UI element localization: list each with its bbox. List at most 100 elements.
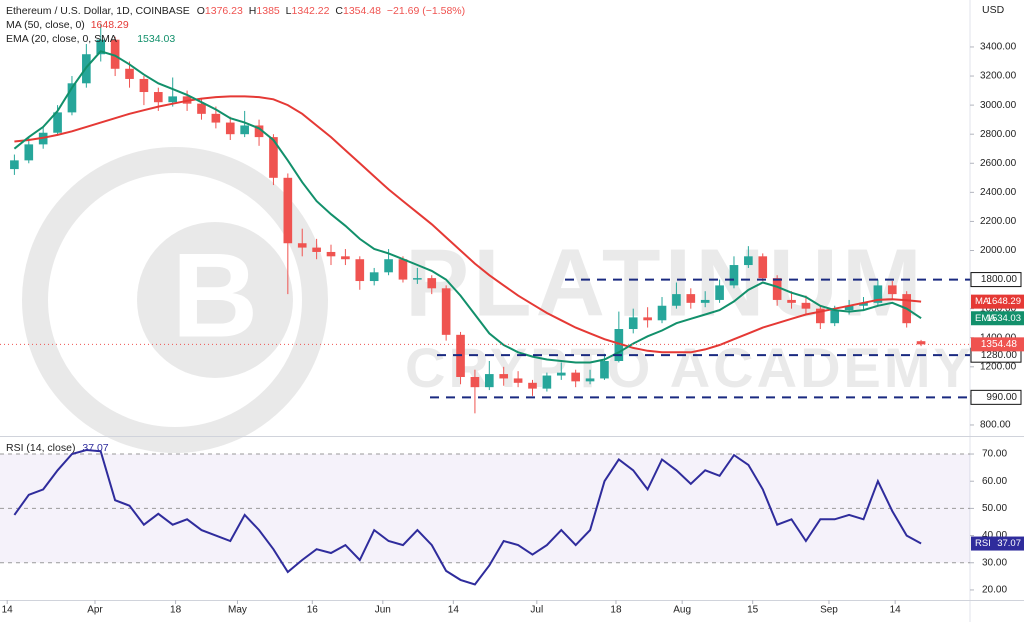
ohlc-letter: L (286, 5, 292, 17)
candle-body (715, 285, 724, 300)
candle-body (312, 247, 321, 252)
candle-body (556, 372, 566, 376)
candle-body (513, 378, 523, 383)
candle-body (470, 376, 480, 388)
ohlc-value: 1385 (256, 5, 280, 17)
candle-body (887, 285, 897, 295)
candle-body (787, 299, 796, 303)
x-tick-label: 16 (307, 605, 319, 616)
watermark-subtitle: CRYPTO ACADEMY (405, 336, 974, 399)
indicator-box-name: MA (975, 296, 990, 307)
y-tick-label: 30.00 (982, 557, 1007, 568)
candle-body (139, 78, 149, 93)
candle-body (542, 375, 552, 389)
candle-body (427, 278, 437, 289)
candle-body (211, 113, 221, 123)
rsi-box-value: 37.07 (997, 538, 1021, 549)
x-tick-label: 15 (747, 605, 759, 616)
level-label: 990.00 (986, 392, 1017, 403)
x-tick-label: Sep (820, 605, 838, 616)
watermark-logo: B (22, 147, 328, 453)
candle-body (729, 265, 739, 286)
ohlc-value: 1342.22 (292, 5, 330, 17)
y-tick-label: 40.00 (982, 530, 1007, 541)
candle-body (816, 308, 825, 324)
candle-body (398, 259, 408, 280)
y-tick-label: 1600.00 (980, 303, 1017, 314)
symbol: Ethereum / U.S. Dollar, 1D, COINBASE (6, 5, 190, 17)
y-tick-label: 20.00 (982, 585, 1007, 596)
candle-body (801, 302, 811, 309)
rsi-line (13, 448, 922, 586)
candle-body (873, 285, 883, 303)
candle-body (499, 374, 509, 379)
level-box (970, 389, 1022, 405)
y-tick-label: 2000.00 (980, 245, 1017, 256)
rsi-box (971, 536, 1024, 551)
indicator-box (971, 311, 1024, 326)
logo-glyph: B (172, 229, 259, 363)
candle-body (369, 272, 379, 282)
x-tick-label: 18 (610, 605, 622, 616)
level-label: 1800.00 (981, 274, 1018, 285)
candle-body (283, 177, 293, 244)
ma-value: 1648.29 (91, 19, 129, 31)
x-tick-label: 14 (448, 605, 460, 616)
rsi-box-name: RSI (975, 538, 991, 549)
level-box (970, 272, 1022, 288)
indicator-box-name: EMA (975, 313, 996, 324)
y-tick-label: 70.00 (982, 449, 1007, 460)
x-tick-label: May (228, 605, 247, 616)
candle-body (844, 305, 854, 311)
y-tick-label: 1200.00 (980, 361, 1017, 372)
candle-body (758, 256, 768, 279)
candle-body (96, 39, 106, 55)
x-tick-label: 18 (170, 605, 182, 616)
level-label: 1280.00 (981, 350, 1018, 361)
rsi-legend: RSI (14, close) 37.07 (6, 442, 109, 454)
currency: USD (982, 4, 1005, 16)
ema-legend: EMA (20, close, 0, SMA 1534.03 (6, 33, 175, 45)
ohlc-letter: O (197, 5, 205, 17)
candle-body (686, 294, 696, 303)
indicator-line (13, 50, 922, 364)
candle-body (53, 112, 62, 133)
candle-body (225, 122, 235, 135)
y-tick-label: 2800.00 (980, 129, 1017, 140)
candle-body (24, 144, 34, 161)
candle-body (197, 103, 206, 114)
candle-body (830, 310, 840, 324)
candle-body (441, 288, 451, 335)
candle-body (657, 305, 667, 321)
indicator-box-value: 1648.29 (987, 296, 1021, 307)
candle-body (384, 259, 393, 273)
x-tick-label: 14 (890, 605, 902, 616)
y-tick-label: 2400.00 (980, 187, 1017, 198)
x-tick-label: Jul (530, 605, 543, 616)
candle-body (772, 278, 782, 300)
y-tick-label: 50.00 (982, 503, 1007, 514)
candle-body (254, 125, 264, 138)
header-row: Ethereum / U.S. Dollar, 1D, COINBASE O 13… (6, 5, 465, 17)
y-tick-label: 800.00 (980, 420, 1011, 431)
candle-body (600, 360, 609, 379)
ohlc-letter: H (249, 5, 257, 17)
y-tick-label: 3400.00 (980, 42, 1017, 53)
last-price-box (971, 337, 1024, 352)
x-tick-label: Aug (673, 605, 691, 616)
y-tick-label: 3200.00 (980, 71, 1017, 82)
candle-body (700, 299, 710, 303)
candle-body (153, 92, 163, 103)
candle-body (571, 372, 580, 382)
candle-body (269, 137, 278, 178)
candle-body (485, 374, 494, 388)
plot-layer: 800.001000.001200.001400.001600.001800.0… (0, 23, 1024, 616)
candle-body (916, 341, 926, 345)
candle-body (168, 96, 178, 103)
indicator-box-value: 1534.03 (987, 313, 1021, 324)
y-tick-label: 2200.00 (980, 216, 1017, 227)
rsi-label: RSI (14, close) (6, 442, 75, 454)
logo-disc (137, 222, 293, 378)
ohlc-letter: C (335, 5, 343, 17)
